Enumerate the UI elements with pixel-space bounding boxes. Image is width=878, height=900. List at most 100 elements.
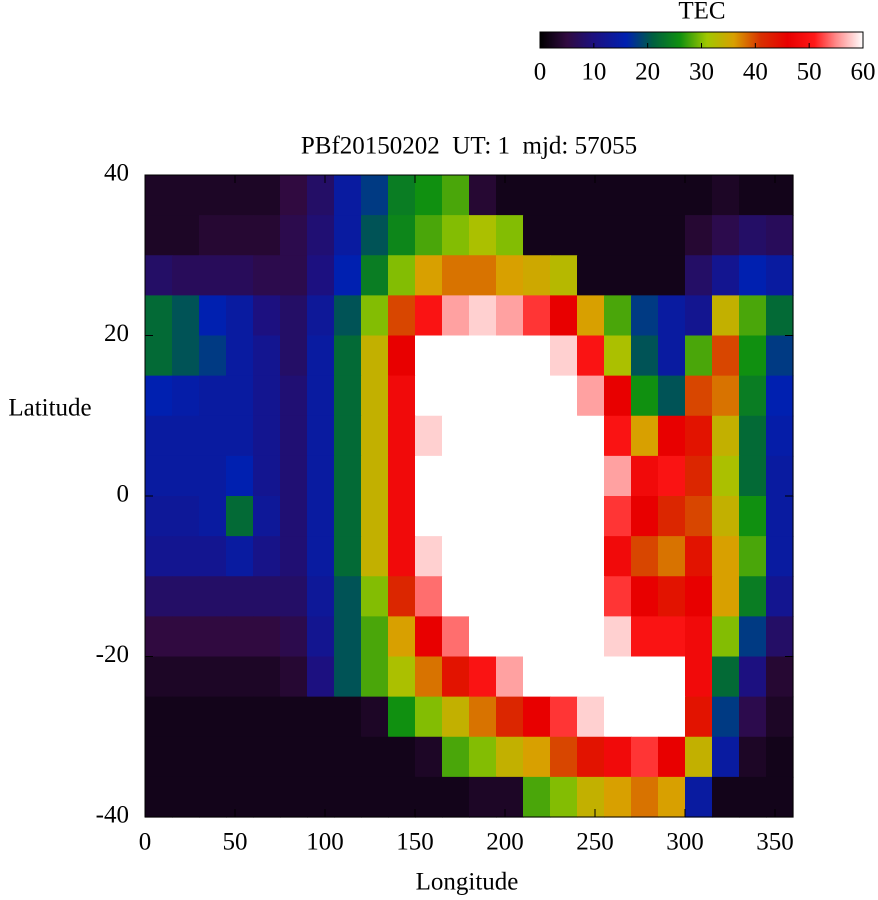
- heatmap-cell: [685, 175, 713, 216]
- heatmap-cell: [766, 696, 794, 738]
- heatmap-cell: [577, 776, 605, 818]
- heatmap-cell: [550, 496, 578, 537]
- heatmap-cell: [388, 255, 416, 296]
- heatmap-cell: [685, 616, 713, 658]
- heatmap-cell: [496, 696, 524, 738]
- heatmap-cell: [334, 175, 362, 216]
- heatmap-cell: [361, 616, 389, 658]
- heatmap-cell: [658, 455, 686, 497]
- heatmap-cell: [334, 455, 362, 497]
- heatmap-cell: [415, 375, 443, 417]
- heatmap-cell: [496, 295, 524, 337]
- heatmap-cell: [469, 415, 497, 457]
- heatmap-cell: [415, 696, 443, 738]
- heatmap-cell: [712, 455, 740, 497]
- heatmap-cell: [442, 175, 470, 216]
- y-tick-label: 40: [104, 160, 129, 187]
- heatmap-cell: [253, 776, 281, 818]
- heatmap-cell: [442, 616, 470, 658]
- heatmap-cell: [334, 215, 362, 256]
- heatmap-cell: [307, 255, 335, 296]
- heatmap-cell: [469, 295, 497, 337]
- heatmap-cell: [604, 736, 632, 778]
- x-tick-label: 200: [486, 829, 524, 856]
- heatmap-cell: [280, 295, 308, 337]
- heatmap-cell: [361, 656, 389, 698]
- heatmap-cell: [280, 496, 308, 537]
- heatmap-cell: [496, 616, 524, 658]
- heatmap-cell: [253, 696, 281, 738]
- heatmap-cell: [334, 576, 362, 617]
- heatmap-cell: [415, 616, 443, 658]
- heatmap-cell: [415, 776, 443, 818]
- heatmap-cell: [361, 335, 389, 377]
- heatmap-cell: [469, 375, 497, 417]
- heatmap-cell: [550, 255, 578, 296]
- heatmap-cell: [280, 455, 308, 497]
- heatmap-cell: [280, 576, 308, 617]
- heatmap-cell: [712, 255, 740, 296]
- heatmap-cell: [442, 375, 470, 417]
- heatmap-cell: [226, 776, 254, 818]
- heatmap-cell: [712, 656, 740, 698]
- heatmap-cell: [415, 496, 443, 537]
- heatmap-cell: [172, 175, 200, 216]
- heatmap-cell: [415, 576, 443, 617]
- heatmap-cell: [604, 295, 632, 337]
- heatmap-cell: [550, 616, 578, 658]
- heatmap-cell: [226, 736, 254, 778]
- heatmap-cell: [307, 496, 335, 537]
- heatmap-cell: [577, 335, 605, 377]
- heatmap-cell: [199, 576, 227, 617]
- heatmap-cell: [307, 536, 335, 577]
- heatmap-cell: [253, 375, 281, 417]
- heatmap-cell: [199, 415, 227, 457]
- heatmap-cell: [631, 776, 659, 818]
- heatmap-cell: [766, 496, 794, 537]
- heatmap-cell: [712, 415, 740, 457]
- heatmap-cell: [766, 656, 794, 698]
- heatmap-cell: [442, 455, 470, 497]
- heatmap-cell: [496, 736, 524, 778]
- heatmap-cell: [199, 496, 227, 537]
- heatmap-cell: [496, 415, 524, 457]
- x-tick-label: 150: [396, 829, 434, 856]
- heatmap-cell: [415, 295, 443, 337]
- heatmap-cell: [307, 175, 335, 216]
- heatmap-cell: [469, 496, 497, 537]
- heatmap-cell: [442, 656, 470, 698]
- heatmap-cell: [766, 576, 794, 617]
- heatmap-cell: [685, 415, 713, 457]
- heatmap-cell: [523, 295, 551, 337]
- heatmap-cell: [145, 736, 173, 778]
- heatmap-cell: [658, 215, 686, 256]
- heatmap-cell: [172, 616, 200, 658]
- heatmap-cell: [388, 776, 416, 818]
- heatmap-cell: [739, 536, 767, 577]
- heatmap-cell: [199, 656, 227, 698]
- heatmap-cell: [523, 375, 551, 417]
- heatmap-cell: [550, 736, 578, 778]
- heatmap-cell: [280, 776, 308, 818]
- heatmap-cell: [631, 215, 659, 256]
- x-tick-label: 350: [756, 829, 794, 856]
- heatmap-cell: [307, 375, 335, 417]
- heatmap-cell: [712, 736, 740, 778]
- heatmap-cell: [361, 696, 389, 738]
- heatmap-cell: [739, 215, 767, 256]
- heatmap-cell: [739, 175, 767, 216]
- x-tick-label: 0: [139, 829, 152, 856]
- heatmap-cell: [334, 295, 362, 337]
- heatmap-cell: [415, 656, 443, 698]
- heatmap-cell: [577, 175, 605, 216]
- heatmap-cell: [523, 736, 551, 778]
- heatmap-cell: [307, 335, 335, 377]
- heatmap-cell: [631, 375, 659, 417]
- heatmap-cell: [631, 295, 659, 337]
- y-tick-label: 0: [117, 481, 130, 508]
- heatmap-cell: [658, 415, 686, 457]
- heatmap-cell: [199, 175, 227, 216]
- heatmap-cell: [577, 415, 605, 457]
- heatmap-cell: [145, 335, 173, 377]
